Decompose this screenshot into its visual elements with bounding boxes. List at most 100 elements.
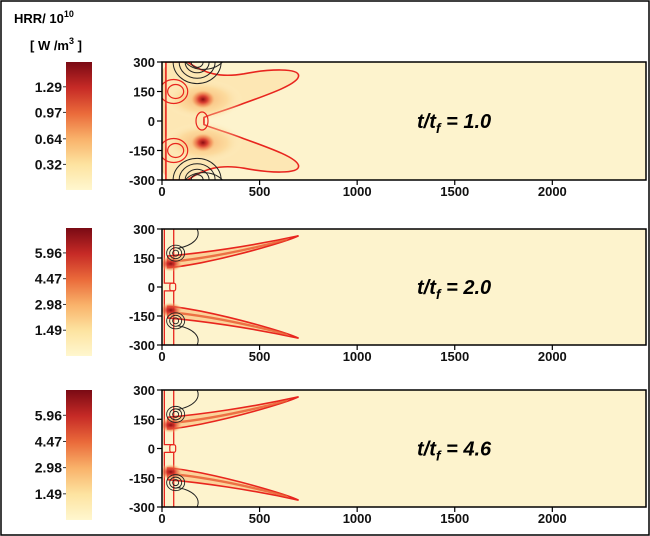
inner-contour [162,78,189,105]
black-contour [177,390,199,410]
black-contour [169,408,183,421]
y-tick-label: 0 [148,114,155,129]
flame-field-1 [162,62,300,180]
inner-contour [167,83,185,100]
colorbar-tick-label: 0.64 [35,131,62,147]
x-tick-label: 2000 [538,184,567,199]
black-contour [169,476,183,489]
colorbar-tick-label: 1.49 [35,486,62,502]
black-contour [190,174,204,180]
inner-contour [162,137,189,164]
plot-area-3 [162,390,646,507]
colorbar-tick-label: 5.96 [35,407,62,423]
black-contour [169,247,183,260]
y-tick-label: 0 [148,442,155,457]
annotation-prefix: t/t [417,111,437,133]
hotspot [162,463,183,480]
hotspot [162,417,183,434]
black-contour [177,229,199,249]
flame-sheet-core [169,399,288,425]
y-tick-label: -300 [129,500,155,515]
flame-sheet-core [169,310,288,336]
colorbar-tick-label: 0.32 [35,156,62,172]
svg-text:[ W /m3 ]: [ W /m3 ] [30,36,82,53]
black-contour [166,474,186,492]
black-contour [185,62,223,70]
hotspot [162,255,183,272]
x-tick-label: 500 [249,184,271,199]
colorbar-title-exp: 10 [64,9,74,19]
black-contour [172,317,180,325]
time-annotation: t/tf = 2.0 [417,277,491,302]
y-tick-label: 300 [133,383,155,398]
colorbar-title-unit-exp: 3 [69,36,74,46]
colorbar-title-line2: [ W /m [30,38,69,53]
inner-contour [167,142,185,159]
flame-field-3 [162,390,299,507]
flame-field-2 [162,229,299,345]
annotation-subscript: f [436,286,442,302]
black-contour [178,62,216,79]
flame-sheet-core [169,238,288,264]
y-tick-label: -300 [129,173,155,188]
hotspot [189,132,216,153]
y-tick-label: -300 [129,338,155,353]
colorbar-title-line1: HRR/ 10 [14,11,64,26]
black-contour [166,405,186,423]
center-contour [169,444,177,454]
black-contour [169,314,183,327]
annotation-subscript: f [436,448,442,464]
colorbar-tick-label: 4.47 [35,271,62,287]
x-tick-label: 1500 [440,184,469,199]
x-tick-label: 2000 [538,511,567,526]
y-tick-label: 150 [133,85,155,100]
hotspot [162,302,183,319]
y-tick-label: -150 [129,144,155,159]
black-contour [172,479,180,487]
annotation-suffix: = 4.6 [441,439,492,461]
black-contour [184,168,210,180]
black-contour [172,249,180,257]
svg-text:HRR/ 1010: HRR/ 1010 [14,9,74,26]
root-contour [163,451,175,507]
colorbar-tick-label: 1.29 [35,79,62,95]
x-tick-label: 1000 [343,184,372,199]
black-contour [172,62,222,85]
black-contour [184,62,210,74]
x-tick-label: 0 [158,184,165,199]
annotation-suffix: = 2.0 [441,277,492,299]
x-tick-label: 0 [158,349,165,364]
y-tick-label: 150 [133,412,155,427]
center-contour [169,282,177,292]
colorbar-tick-label: 0.97 [35,104,62,120]
y-tick-label: 300 [133,55,155,70]
black-contour [185,172,223,180]
time-annotation: t/tf = 1.0 [417,111,491,136]
x-tick-label: 0 [158,511,165,526]
inner-contour [195,111,209,131]
plot-area-2 [162,229,646,345]
time-annotation: t/tf = 4.6 [417,439,492,464]
y-tick-label: -150 [129,471,155,486]
annotation-prefix: t/t [417,277,437,299]
colorbar-3 [66,390,92,520]
annotation-subscript: f [436,120,442,136]
x-tick-label: 500 [249,511,271,526]
black-contour [172,157,222,180]
black-contour [190,62,204,68]
annotation-prefix: t/t [417,439,437,461]
colorbar-1 [66,62,92,190]
colorbar-title: HRR/ 1010 [ W /m3 ] [14,9,82,53]
black-contour [177,487,199,507]
x-tick-label: 2000 [538,349,567,364]
black-contour [166,312,186,330]
hotspot [189,89,216,110]
colorbar-tick-label: 5.96 [35,245,62,261]
colorbar-tick-label: 2.98 [35,460,62,476]
colorbar-tick-label: 2.98 [35,296,62,312]
